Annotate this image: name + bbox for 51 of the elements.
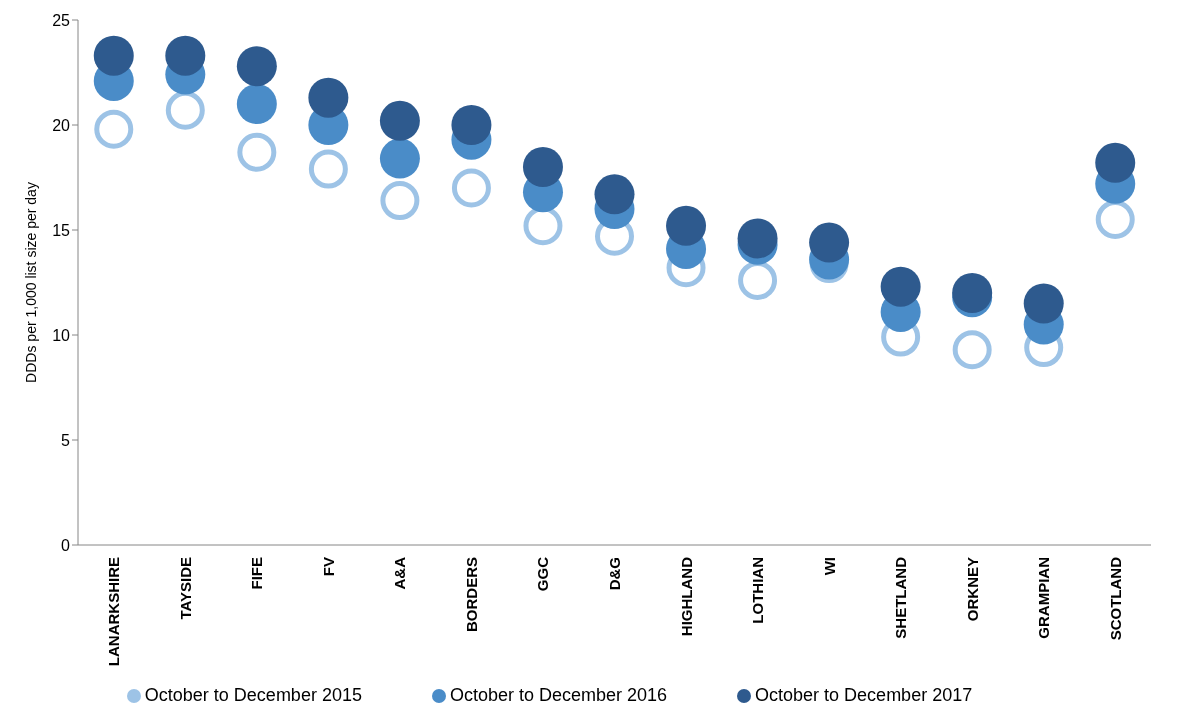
x-tick-label: D&G xyxy=(606,557,623,591)
point xyxy=(1095,142,1136,183)
point xyxy=(237,132,277,172)
point xyxy=(308,77,349,118)
y-tick-label: 10 xyxy=(52,326,71,344)
y-tick-label: 5 xyxy=(61,431,71,449)
point xyxy=(451,105,492,145)
x-tick-label: WI xyxy=(820,557,838,576)
x-tick-label: SHETLAND xyxy=(892,556,910,639)
y-tick-label: 15 xyxy=(52,221,71,239)
point xyxy=(666,205,707,246)
point xyxy=(522,147,563,187)
x-tick-label: GGC xyxy=(534,556,552,592)
point xyxy=(380,181,420,221)
point xyxy=(236,46,277,87)
y-tick-label: 0 xyxy=(61,536,71,554)
x-tick-label: FV xyxy=(319,557,337,577)
x-tick-label: TAYSIDE xyxy=(176,557,194,620)
point xyxy=(809,222,850,263)
point xyxy=(523,206,563,246)
point xyxy=(880,266,921,307)
point xyxy=(1095,200,1135,239)
legend-label: October to December 2016 xyxy=(449,685,668,705)
x-tick-label: FIFE xyxy=(248,557,266,590)
x-tick-label: ORKNEY xyxy=(963,557,981,622)
y-axis-title: DDDs per 1,000 list size per day xyxy=(22,182,39,383)
legend-label: October to December 2017 xyxy=(755,685,973,705)
point xyxy=(952,330,992,370)
point xyxy=(165,90,205,130)
point xyxy=(93,35,134,76)
x-tick-label: HIGHLAND xyxy=(677,556,695,637)
point xyxy=(308,149,348,189)
x-tick-label: GRAMPIAN xyxy=(1035,557,1053,639)
x-tick-label: A&A xyxy=(391,556,409,590)
point xyxy=(94,109,134,149)
point xyxy=(738,260,778,300)
y-tick-label: 25 xyxy=(52,11,71,29)
x-tick-label: SCOTLAND xyxy=(1106,556,1124,641)
point xyxy=(451,168,491,208)
x-tick-label: BORDERS xyxy=(462,557,480,633)
legend-label: October to December 2015 xyxy=(144,685,362,705)
point xyxy=(379,138,420,179)
point xyxy=(1023,283,1064,324)
point xyxy=(594,174,635,215)
point xyxy=(236,84,277,124)
x-tick-label: LANARKSHIRE xyxy=(105,557,123,667)
point xyxy=(379,100,420,141)
point xyxy=(165,35,206,76)
x-tick-label: LOTHIAN xyxy=(749,557,767,624)
point xyxy=(737,218,778,259)
y-tick-label: 20 xyxy=(52,116,71,134)
